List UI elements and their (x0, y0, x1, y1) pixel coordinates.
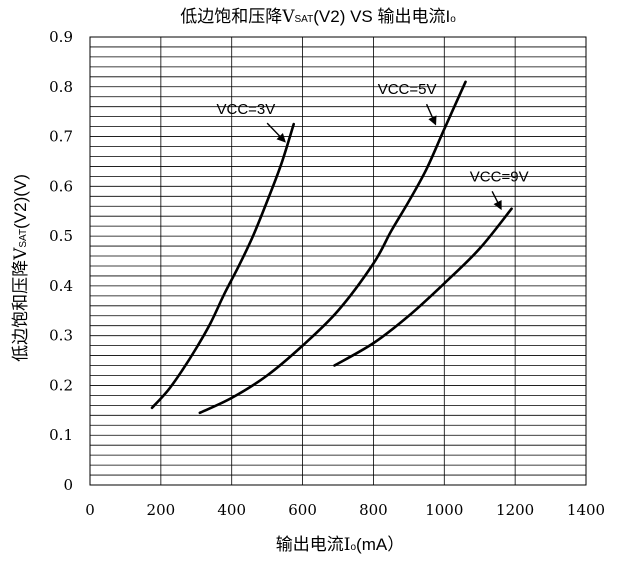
annotation-label: VCC=9V (470, 168, 529, 185)
x-tick-label: 1400 (567, 501, 605, 519)
y-tick-label: 0.8 (49, 78, 73, 96)
chart-title-rest: (V2) VS 输出电流I (313, 7, 450, 26)
x-tick-label: 400 (217, 501, 246, 519)
annotation-label: VCC=5V (378, 81, 437, 98)
horizontal-gridlines (90, 46, 586, 476)
x-axis-label: 输出电流Io(mA） (276, 535, 404, 555)
series-line-vcc-9v (333, 207, 513, 367)
y-tick-label: 0.6 (49, 177, 73, 195)
plot-frame (89, 36, 587, 486)
vertical-gridlines (160, 37, 516, 485)
y-tick-label: 0.1 (49, 426, 73, 444)
x-tick-label: 1200 (496, 501, 534, 519)
annotation-arrow (491, 190, 502, 211)
series-lines (150, 80, 513, 415)
x-tick-label: 0 (85, 501, 95, 519)
x-axis-label-main: 输出电流I (276, 535, 351, 555)
y-tick-label: 0.9 (49, 28, 73, 46)
y-tick-label: 0.7 (49, 128, 73, 146)
chart-title-main: 低边饱和压降V (180, 7, 295, 27)
y-tick-label: 0.2 (49, 376, 73, 394)
x-axis-tick-labels: 0 200 400 600 800 1000 1200 1400 (85, 501, 605, 519)
series-line-vcc-5v (198, 80, 467, 415)
y-tick-label: 0 (63, 476, 73, 494)
y-tick-label: 0.3 (49, 327, 73, 345)
y-axis-label-sub: SAT (18, 229, 29, 248)
y-tick-label: 0.4 (49, 277, 73, 295)
series-annotations: VCC=3V VCC=5V VCC=9V (216, 81, 529, 211)
y-axis-tick-labels: 0 0.1 0.2 0.3 0.4 0.5 0.6 0.7 0.8 0.9 (49, 28, 73, 494)
chart-title-sub: SAT (295, 14, 314, 25)
annotation-label: VCC=3V (216, 101, 275, 118)
plot-area: 0 0.1 0.2 0.3 0.4 0.5 0.6 0.7 0.8 0.9 0 200 400 600 8… (49, 28, 605, 519)
x-tick-label: 200 (147, 501, 176, 519)
chart-title-sub2: o (450, 14, 456, 25)
x-axis-label-rest: (mA） (356, 535, 404, 554)
y-axis-label-main: 低边饱和压降V (11, 247, 31, 362)
chart-title: 低边饱和压降VSAT(V2) VS 输出电流Io (180, 7, 456, 27)
series-line-vcc-3v (150, 122, 296, 410)
y-axis-label: 低边饱和压降VSAT(V2)(V) (11, 174, 31, 362)
x-tick-label: 800 (359, 501, 388, 519)
annotation-arrow (266, 122, 286, 143)
x-tick-label: 1000 (425, 501, 463, 519)
y-axis-label-rest: (V2)(V) (11, 174, 30, 229)
x-tick-label: 600 (288, 501, 317, 519)
annotation-arrow (425, 103, 437, 126)
y-tick-label: 0.5 (49, 227, 73, 245)
x-axis-label-sub: o (350, 542, 356, 553)
